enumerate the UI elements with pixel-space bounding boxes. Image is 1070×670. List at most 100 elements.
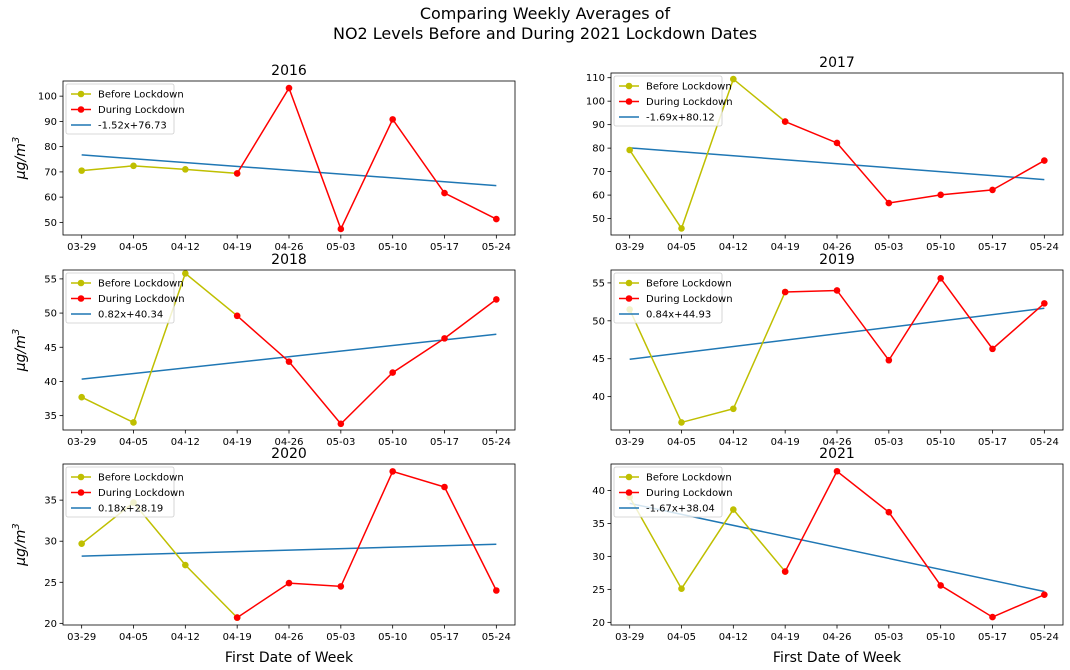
during-lockdown-point	[1041, 591, 1048, 598]
x-tick-label: 05-10	[926, 242, 955, 253]
during-lockdown-point	[337, 420, 345, 428]
before-lockdown-line	[81, 272, 238, 424]
before-lockdown-point	[678, 225, 685, 232]
x-tick-label: 05-03	[326, 242, 355, 253]
x-tick-label: 04-19	[771, 242, 800, 253]
legend-label: 0.18x+28.19	[98, 504, 163, 515]
subplot-title: 2020	[271, 446, 307, 462]
x-tick-label: 04-12	[719, 242, 748, 253]
before-lockdown-point	[730, 405, 737, 413]
legend-label: Before Lockdown	[646, 82, 732, 93]
x-tick-label: 04-12	[171, 242, 200, 253]
x-tick-label: 05-24	[482, 437, 511, 448]
legend-marker	[625, 82, 633, 90]
x-tick-label: 04-19	[771, 632, 800, 643]
x-tick-label: 04-12	[719, 437, 748, 448]
before-lockdown-point	[678, 585, 685, 593]
x-tick-label: 04-05	[667, 437, 696, 448]
during-lockdown-line	[236, 298, 497, 425]
x-tick-label: 04-26	[274, 632, 303, 643]
y-tick-label: 30	[592, 552, 605, 563]
before-lockdown-point	[182, 561, 189, 569]
x-tick-label: 05-24	[1030, 632, 1059, 643]
legend-box	[613, 466, 723, 518]
during-lockdown-point	[493, 215, 500, 223]
x-tick-label: 03-29	[67, 242, 96, 253]
y-tick-label: 70	[44, 167, 57, 178]
trend-line	[629, 502, 1045, 593]
x-tick-label: 05-24	[1030, 437, 1059, 448]
y-tick-label: 90	[44, 117, 57, 128]
x-tick-label: 04-12	[719, 632, 748, 643]
legend-label: 0.82x+40.34	[98, 310, 163, 321]
before-lockdown-point	[182, 166, 189, 173]
x-tick-label: 05-17	[430, 242, 459, 253]
x-tick-label: 04-05	[119, 437, 148, 448]
legend-marker	[625, 98, 633, 105]
x-tick-label: 05-17	[978, 632, 1007, 643]
y-tick-label: 55	[592, 278, 605, 289]
x-tick-label: 04-26	[822, 437, 851, 448]
x-tick-label: 05-03	[326, 437, 355, 448]
legend-label: -1.52x+76.73	[98, 121, 167, 132]
x-tick-label: 03-29	[67, 632, 96, 643]
during-lockdown-line	[236, 86, 497, 231]
during-lockdown-point	[937, 582, 944, 589]
legend-marker	[77, 489, 85, 496]
legend-label: During Lockdown	[646, 97, 733, 108]
subplot-title: 2016	[271, 63, 307, 79]
before-lockdown-line	[629, 496, 786, 591]
y-tick-label: 20	[592, 618, 605, 629]
during-lockdown-point	[337, 225, 345, 233]
before-lockdown-point	[730, 75, 737, 83]
subplot-title: 2019	[819, 252, 855, 268]
legend-label: During Lockdown	[98, 105, 185, 116]
x-tick-label: 04-05	[119, 632, 148, 643]
during-lockdown-point	[937, 275, 944, 282]
y-axis-label-superscript: 3	[11, 137, 22, 143]
y-tick-label: 45	[44, 343, 57, 354]
y-tick-label: 80	[44, 142, 57, 153]
trend-line	[629, 147, 1045, 181]
trend-line	[81, 154, 497, 187]
y-tick-label: 110	[586, 73, 605, 84]
subplot-2020: 2020 03-29 04-05 04-12 04-19 04-26 05-03 05-10 0…	[11, 446, 516, 666]
x-tick-label: 04-05	[119, 242, 148, 253]
y-tick-label: 50	[44, 218, 57, 229]
x-tick-label: 04-05	[667, 242, 696, 253]
y-axis-label: μg/m3	[11, 137, 29, 181]
during-lockdown-point	[233, 614, 241, 621]
during-lockdown-point	[781, 118, 789, 125]
before-lockdown-line	[81, 501, 238, 619]
subplot-2021: 2021 03-29 04-05 04-12 04-19 04-26 05-03 05-10 0…	[592, 446, 1064, 666]
subplot-title: 2021	[819, 446, 855, 462]
y-tick-label: 40	[592, 392, 605, 403]
y-axis-label: μg/m3	[11, 523, 29, 567]
subplot-2018: 2018 03-29 04-05 04-12 04-19 04-26 05-03 05-10 0…	[11, 252, 516, 448]
x-tick-label: 05-10	[378, 242, 407, 253]
y-axis-label-unit: μg/m	[13, 335, 29, 372]
before-lockdown-point	[78, 540, 85, 547]
before-lockdown-point	[678, 419, 685, 426]
legend-label: Before Lockdown	[98, 90, 184, 101]
legend-marker	[77, 279, 85, 287]
legend-label: During Lockdown	[98, 488, 185, 499]
x-tick-label: 05-24	[482, 242, 511, 253]
during-lockdown-point	[441, 483, 448, 491]
during-lockdown-point	[441, 189, 448, 197]
y-tick-label: 100	[38, 92, 57, 103]
y-axis-label-superscript: 3	[11, 523, 22, 529]
legend-marker	[625, 489, 633, 496]
legend-label: 0.84x+44.93	[646, 310, 711, 321]
during-lockdown-point	[781, 568, 789, 575]
legend-label: Before Lockdown	[98, 279, 184, 290]
subplot-2019: 2019 03-29 04-05 04-12 04-19 04-26 05-03 05-10 0…	[592, 252, 1064, 448]
before-lockdown-point	[78, 167, 85, 174]
subplot-2016: 2016 03-29 04-05 04-12 04-19 04-26 05-03 05-10 0…	[11, 63, 516, 253]
during-lockdown-point	[389, 116, 396, 123]
before-lockdown-line	[628, 291, 786, 424]
during-lockdown-point	[989, 613, 996, 621]
y-tick-label: 80	[592, 144, 605, 155]
x-tick-label: 05-03	[874, 437, 903, 448]
